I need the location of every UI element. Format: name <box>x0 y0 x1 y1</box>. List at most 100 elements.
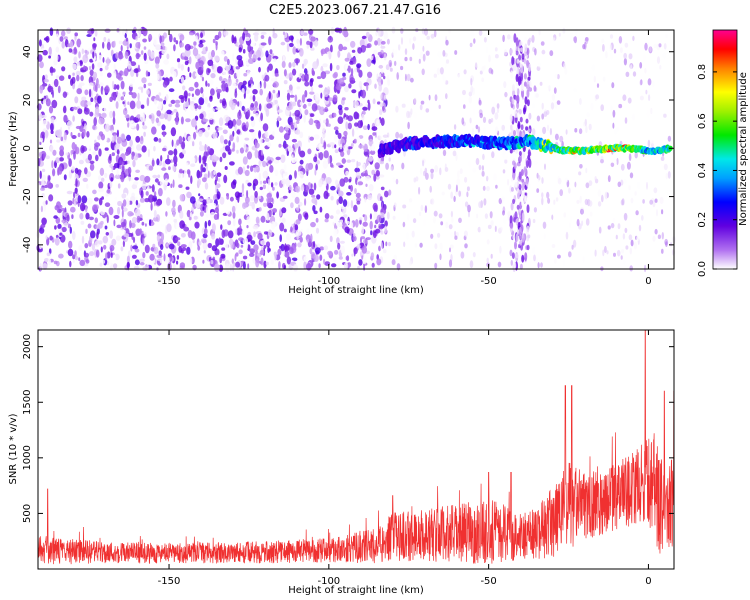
heatmap-noise-cell <box>50 130 54 134</box>
heatmap-noise-cell <box>104 123 110 132</box>
heatmap-noise-cell <box>495 184 498 189</box>
heatmap-noise-cell <box>515 86 518 94</box>
heatmap-noise-cell <box>283 133 290 141</box>
heatmap-noise-cell <box>86 183 89 189</box>
heatmap-noise-cell <box>235 78 239 83</box>
heatmap-noise-cell <box>553 199 556 205</box>
heatmap-noise-cell <box>403 241 406 248</box>
heatmap-noise-cell <box>464 201 469 208</box>
heatmap-noise-cell <box>546 110 550 115</box>
heatmap-noise-cell <box>425 172 429 180</box>
heatmap-noise-cell <box>494 112 499 120</box>
heatmap-noise-cell <box>228 151 231 155</box>
heatmap-noise-cell <box>243 107 246 115</box>
heatmap-noise-cell <box>362 256 367 265</box>
heatmap-noise-cell <box>560 42 564 49</box>
heatmap-noise-cell <box>357 243 361 249</box>
heatmap-noise-cell <box>246 241 249 250</box>
heatmap-noise-cell <box>636 235 640 242</box>
heatmap-noise-cell <box>481 77 485 83</box>
heatmap-noise-cell <box>613 48 617 54</box>
heatmap-noise-cell <box>80 44 82 51</box>
heatmap-noise-cell <box>347 115 354 122</box>
heatmap-noise-cell <box>346 70 349 80</box>
heatmap-noise-cell <box>158 250 162 256</box>
heatmap-noise-cell <box>418 58 421 64</box>
heatmap-noise-cell <box>378 245 381 252</box>
heatmap-noise-cell <box>597 206 602 211</box>
heatmap-noise-cell <box>201 65 204 71</box>
colorbar-ticks: 0.00.20.40.60.8 <box>697 64 737 277</box>
heatmap-noise-cell <box>245 196 250 204</box>
heatmap-noise-cell <box>384 225 388 234</box>
heatmap-noise-cell <box>282 143 289 148</box>
heatmap-noise-cell <box>85 212 90 220</box>
heatmap-noise-cell <box>151 159 155 167</box>
heatmap-noise-cell <box>128 91 133 95</box>
heatmap-noise-cell <box>46 252 51 257</box>
heatmap-noise-cell <box>48 175 51 182</box>
heatmap-noise-cell <box>329 62 333 72</box>
heatmap-noise-cell <box>179 194 185 202</box>
heatmap-noise-cell <box>624 227 628 233</box>
heatmap-noise-cell <box>558 32 561 37</box>
heatmap-noise-cell <box>162 161 166 169</box>
heatmap-noise-cell <box>216 88 222 94</box>
heatmap-noise-cell <box>193 215 198 220</box>
heatmap-noise-cell <box>113 219 116 227</box>
heatmap-noise-cell <box>616 126 620 132</box>
heatmap-noise-cell <box>378 225 384 230</box>
heatmap-noise-cell <box>491 106 496 115</box>
heatmap-noise-cell <box>77 108 83 115</box>
heatmap-noise-cell <box>260 35 265 39</box>
heatmap-noise-cell <box>524 195 528 203</box>
heatmap-noise-cell <box>648 94 651 101</box>
heatmap-noise-cell <box>242 32 246 41</box>
heatmap-noise-cell <box>547 85 551 90</box>
heatmap-noise-cell <box>613 252 616 257</box>
heatmap-noise-cell <box>524 43 528 53</box>
heatmap-noise-cell <box>139 197 145 203</box>
heatmap-noise-cell <box>198 60 204 67</box>
heatmap-noise-cell <box>94 139 97 144</box>
heatmap-noise-cell <box>605 51 608 59</box>
heatmap-noise-cell <box>337 104 343 111</box>
heatmap-noise-cell <box>129 83 133 88</box>
heatmap-noise-cell <box>523 166 527 174</box>
heatmap-noise-cell <box>54 225 57 230</box>
heatmap-noise-cell <box>130 61 137 67</box>
heatmap-noise-cell <box>450 210 453 218</box>
heatmap-noise-cell <box>363 143 368 152</box>
heatmap-noise-cell <box>70 149 73 156</box>
heatmap-noise-cell <box>186 209 191 218</box>
colorbar-tick-label: 0.8 <box>697 64 708 80</box>
heatmap-noise-cell <box>585 218 590 226</box>
heatmap-noise-cell <box>181 141 186 150</box>
heatmap-noise-cell <box>294 122 297 129</box>
heatmap-noise-cell <box>620 255 623 260</box>
heatmap-noise-cell <box>453 195 456 202</box>
heatmap-noise-cell <box>253 195 259 204</box>
heatmap-noise-cell <box>253 107 259 111</box>
heatmap-noise-cell <box>563 212 566 218</box>
heatmap-noise-cell <box>376 37 381 46</box>
heatmap-noise-cell <box>110 177 114 182</box>
heatmap-noise-cell <box>562 27 566 34</box>
heatmap-noise-cell <box>249 248 256 254</box>
heatmap-noise-cell <box>286 43 290 52</box>
heatmap-noise-cell <box>585 182 590 189</box>
heatmap-noise-cell <box>522 107 526 115</box>
heatmap-noise-cell <box>89 111 94 117</box>
heatmap-noise-cell <box>489 211 493 219</box>
heatmap-noise-cell <box>513 162 517 170</box>
heatmap-noise-cell <box>442 149 447 157</box>
heatmap-noise-cell <box>108 206 114 216</box>
heatmap-noise-cell <box>114 196 118 200</box>
heatmap-noise-cell <box>265 241 271 248</box>
heatmap-noise-cell <box>157 257 163 262</box>
heatmap-noise-cell <box>376 214 382 223</box>
heatmap-noise-cell <box>280 75 285 80</box>
heatmap-noise-cell <box>91 63 95 70</box>
heatmap-noise-cell <box>66 27 71 34</box>
heatmap-noise-cell <box>307 102 312 107</box>
